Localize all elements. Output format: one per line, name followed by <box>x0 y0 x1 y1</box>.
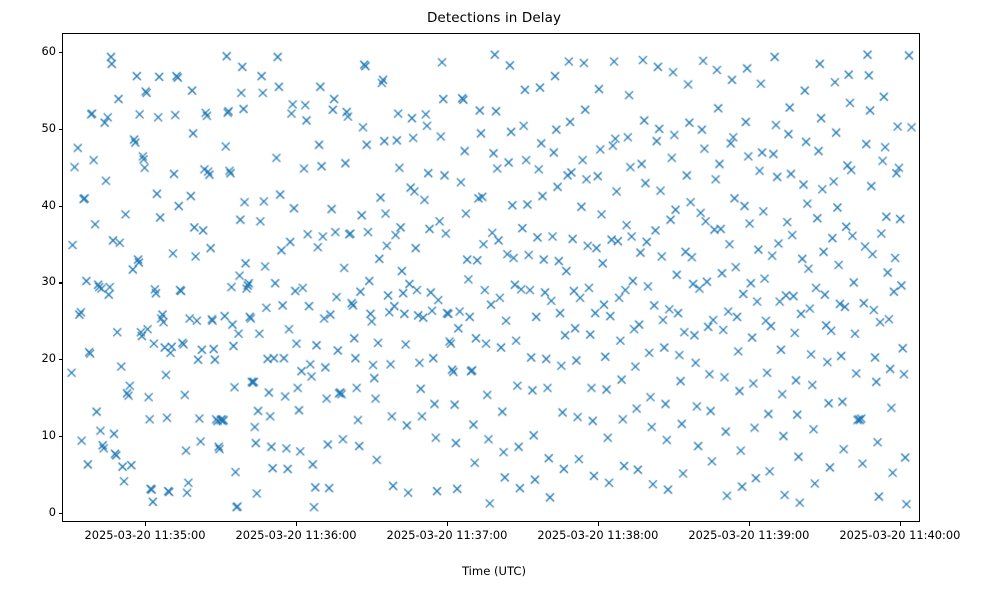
x-tick-label: 2025-03-20 11:35:00 <box>84 528 206 542</box>
x-tick-mark <box>748 522 750 526</box>
x-tick-label: 2025-03-20 11:36:00 <box>235 528 357 542</box>
x-tick-mark <box>145 522 147 526</box>
x-tick-mark <box>899 522 901 526</box>
x-tick-mark <box>597 522 599 526</box>
y-tick-label: 50 <box>41 120 57 135</box>
y-tick-label: 60 <box>41 44 57 59</box>
x-tick-label: 2025-03-20 11:37:00 <box>386 528 508 542</box>
x-tick-label: 2025-03-20 11:40:00 <box>839 528 961 542</box>
y-tick-label: 30 <box>41 274 57 289</box>
y-tick-label: 20 <box>41 351 57 366</box>
y-tick-label: 10 <box>41 428 57 443</box>
page-title: Detections in Delay <box>426 10 562 26</box>
y-axis-label: Bistatic Delay (km) <box>0 0 19 24</box>
x-tick-mark <box>296 522 298 526</box>
x-axis-label: Time (UTC) <box>461 564 527 578</box>
x-tick-mark <box>446 522 448 526</box>
y-tick-label: 40 <box>41 197 57 212</box>
plot-area <box>62 33 920 522</box>
x-tick-label: 2025-03-20 11:38:00 <box>537 528 659 542</box>
x-tick-label: 2025-03-20 11:39:00 <box>688 528 810 542</box>
scatter-points-layer <box>63 34 919 521</box>
y-tick-label: 0 <box>48 504 56 519</box>
